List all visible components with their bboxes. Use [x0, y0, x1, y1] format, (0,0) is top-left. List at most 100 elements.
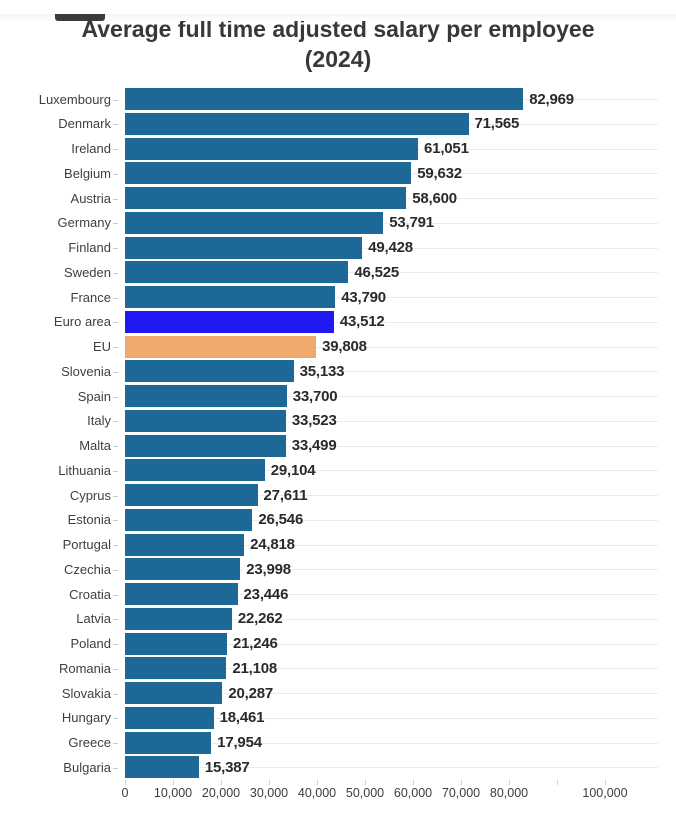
bar[interactable]	[125, 706, 214, 729]
bar[interactable]	[125, 583, 238, 606]
axis-tick-label: 30,000	[249, 785, 289, 800]
bar[interactable]	[125, 385, 287, 408]
row-plot: 43,512	[125, 309, 676, 334]
axis-tick-mark	[221, 779, 222, 785]
chart-title: Average full time adjusted salary per em…	[81, 16, 595, 73]
category-label: Poland	[0, 636, 125, 651]
bar[interactable]	[125, 187, 407, 210]
category-label: Greece	[0, 735, 125, 750]
chart-row: Belgium 59,632	[0, 161, 676, 186]
category-label: Lithuania	[0, 463, 125, 478]
category-label: Austria	[0, 191, 125, 206]
bar[interactable]	[125, 360, 294, 383]
bar[interactable]	[125, 162, 412, 185]
category-label: France	[0, 290, 125, 305]
bar[interactable]	[125, 112, 469, 135]
category-label: Belgium	[0, 166, 125, 181]
axis-tick-mark	[269, 779, 270, 785]
value-label: 24,818	[250, 536, 295, 554]
chart-row: Austria 58,600	[0, 186, 676, 211]
bar[interactable]	[125, 508, 253, 531]
bar[interactable]	[125, 558, 241, 581]
value-label: 23,446	[243, 585, 289, 603]
category-label: Finland	[0, 240, 125, 255]
row-plot: 26,546	[125, 507, 676, 532]
chart-row: EU 39,808	[0, 334, 676, 359]
bar[interactable]	[125, 632, 227, 655]
chart-row: Ireland 61,051	[0, 136, 676, 161]
value-label: 49,428	[368, 239, 413, 257]
value-label: 33,700	[292, 387, 338, 405]
row-plot: 82,969	[125, 87, 676, 112]
value-label: 58,600	[412, 189, 457, 207]
axis-tick-label: 10,000	[153, 785, 193, 800]
chart-row: Slovakia 20,287	[0, 681, 676, 706]
chart-row: Finland 49,428	[0, 235, 676, 260]
category-label: Sweden	[0, 265, 125, 280]
row-plot: 39,808	[125, 334, 676, 359]
row-plot: 33,523	[125, 408, 676, 433]
value-label: 17,954	[217, 734, 262, 752]
chart-row: Portugal 24,818	[0, 532, 676, 557]
value-label: 39,808	[322, 338, 367, 356]
value-label: 27,611	[263, 486, 308, 504]
category-label: Hungary	[0, 710, 125, 725]
bar[interactable]	[125, 657, 227, 680]
bar[interactable]	[125, 409, 286, 432]
chart-row: Greece 17,954	[0, 730, 676, 755]
category-label: Spain	[0, 389, 125, 404]
category-label: Slovakia	[0, 686, 125, 701]
chart-row: Germany 53,791	[0, 210, 676, 235]
category-label: Germany	[0, 215, 125, 230]
chart-row: Slovenia 35,133	[0, 359, 676, 384]
value-label: 43,790	[341, 288, 386, 306]
bar[interactable]	[125, 533, 245, 556]
value-label: 71,565	[474, 115, 520, 133]
bar[interactable]	[125, 88, 524, 111]
value-label: 33,499	[291, 437, 337, 455]
chart-row: Croatia 23,446	[0, 582, 676, 607]
axis-tick-mark	[557, 779, 558, 785]
value-label: 21,246	[232, 635, 278, 653]
row-plot: 43,790	[125, 285, 676, 310]
row-plot: 59,632	[125, 161, 676, 186]
row-plot: 58,600	[125, 186, 676, 211]
bar[interactable]	[125, 236, 363, 259]
bar[interactable]	[125, 434, 286, 457]
bar[interactable]	[125, 211, 384, 234]
category-label: Romania	[0, 661, 125, 676]
chart-row: Czechia 23,998	[0, 557, 676, 582]
axis-tick-mark	[605, 779, 606, 785]
bar[interactable]	[125, 459, 265, 482]
axis-tick-label: 60,000	[393, 785, 433, 800]
bar[interactable]	[125, 137, 419, 160]
bar-chart: Luxembourg 82,969 Denmark 71,565 Ireland…	[0, 87, 676, 804]
bar[interactable]	[125, 335, 317, 358]
axis-tick-mark	[509, 779, 510, 785]
row-plot: 15,387	[125, 755, 676, 780]
chart-row: Hungary 18,461	[0, 705, 676, 730]
bar[interactable]	[125, 484, 258, 507]
row-plot: 21,108	[125, 656, 676, 681]
bar[interactable]	[125, 310, 334, 333]
value-label: 59,632	[417, 164, 462, 182]
bar[interactable]	[125, 731, 212, 754]
axis-tick-label: 50,000	[345, 785, 385, 800]
category-label: Portugal	[0, 537, 125, 552]
chart-row: Estonia 26,546	[0, 507, 676, 532]
bar[interactable]	[125, 756, 199, 779]
axis-tick-label: 80,000	[489, 785, 529, 800]
axis-tick-mark	[413, 779, 414, 785]
bar[interactable]	[125, 682, 223, 705]
axis-tick-label: 20,000	[201, 785, 241, 800]
axis-tick-label: 100,000	[582, 785, 628, 800]
bar[interactable]	[125, 607, 232, 630]
category-label: Luxembourg	[0, 92, 125, 107]
bar[interactable]	[125, 286, 336, 309]
value-label: 35,133	[299, 362, 345, 380]
row-plot: 49,428	[125, 235, 676, 260]
chart-row: Luxembourg 82,969	[0, 87, 676, 112]
axis-tick-mark	[173, 779, 174, 785]
bar[interactable]	[125, 261, 349, 284]
value-label: 20,287	[228, 684, 274, 702]
